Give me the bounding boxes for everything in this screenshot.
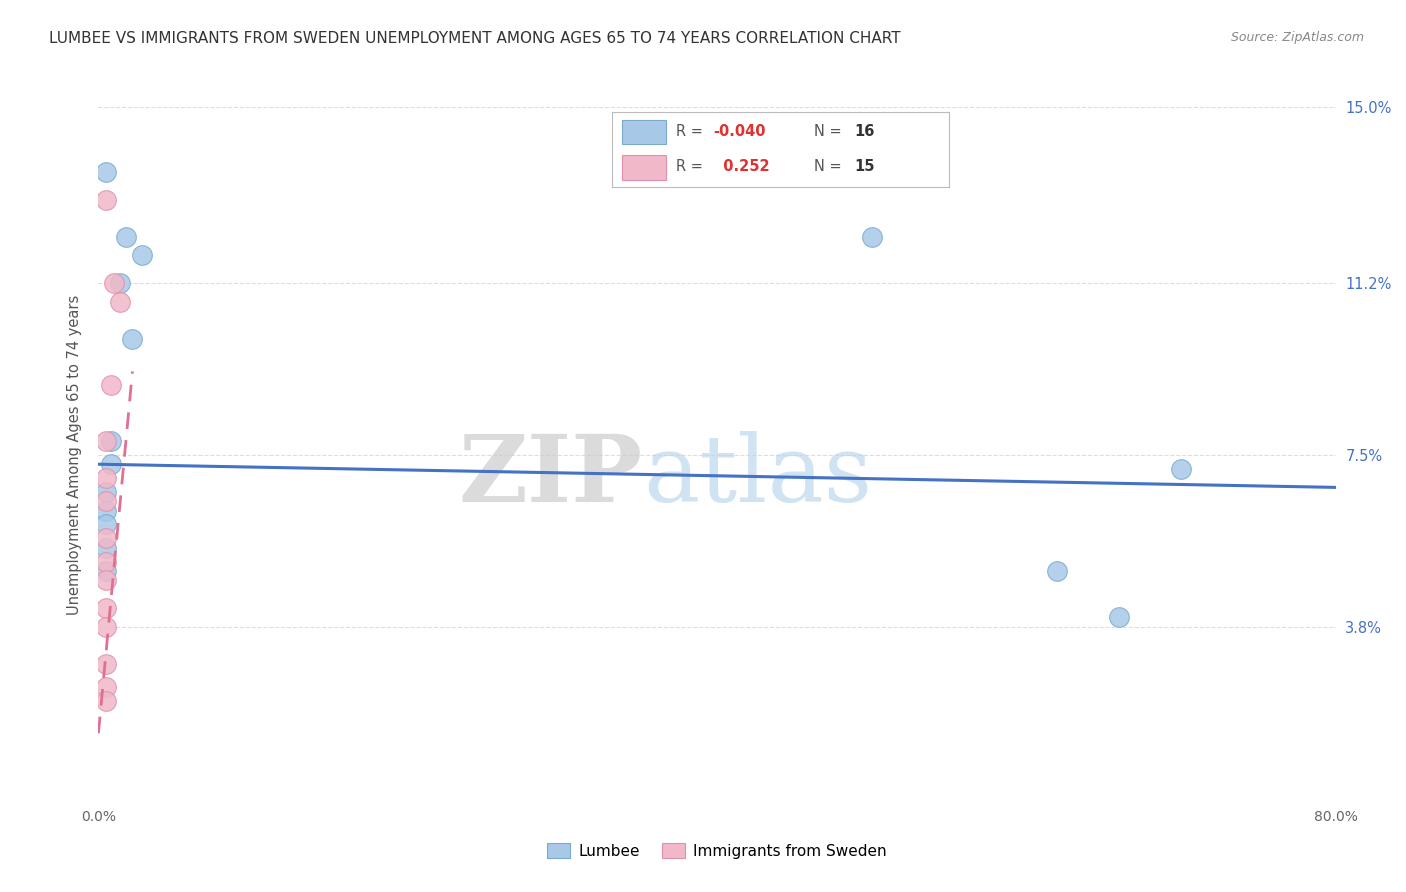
Y-axis label: Unemployment Among Ages 65 to 74 years: Unemployment Among Ages 65 to 74 years (67, 294, 83, 615)
Point (1046, 564, 1069, 578)
Text: N =: N = (814, 125, 842, 139)
Point (96, 193, 118, 207)
Text: R =: R = (676, 125, 703, 139)
Text: -0.040: -0.040 (713, 125, 765, 139)
Text: atlas: atlas (643, 431, 872, 521)
Bar (621, 155, 665, 179)
Point (860, 230, 883, 244)
Bar (621, 120, 665, 145)
Text: N =: N = (814, 160, 842, 174)
Point (103, 277, 125, 291)
Point (1170, 462, 1192, 476)
Point (96, 494, 118, 508)
Point (100, 378, 122, 392)
Point (100, 457, 122, 471)
Point (96, 564, 118, 578)
Point (108, 294, 131, 309)
Point (96, 517, 118, 532)
Point (96, 694, 118, 708)
Point (96, 619, 118, 633)
Point (100, 434, 122, 448)
Point (96, 680, 118, 694)
Point (96, 165, 118, 179)
Text: ZIP: ZIP (458, 431, 643, 521)
Point (115, 230, 138, 244)
Point (96, 573, 118, 587)
Point (96, 657, 118, 671)
Point (96, 485, 118, 500)
Legend: Lumbee, Immigrants from Sweden: Lumbee, Immigrants from Sweden (541, 837, 893, 864)
Point (121, 332, 143, 346)
Point (108, 277, 131, 291)
Text: R =: R = (676, 160, 703, 174)
Text: 15: 15 (855, 160, 875, 174)
Text: 0.252: 0.252 (713, 160, 769, 174)
Point (131, 248, 153, 262)
Point (96, 532, 118, 546)
Text: LUMBEE VS IMMIGRANTS FROM SWEDEN UNEMPLOYMENT AMONG AGES 65 TO 74 YEARS CORRELAT: LUMBEE VS IMMIGRANTS FROM SWEDEN UNEMPLO… (49, 31, 901, 46)
Point (96, 471, 118, 485)
Point (96, 503, 118, 517)
Point (96, 555, 118, 569)
Point (96, 541, 118, 555)
Text: Source: ZipAtlas.com: Source: ZipAtlas.com (1230, 31, 1364, 45)
Text: 16: 16 (855, 125, 875, 139)
Point (96, 434, 118, 448)
Point (96, 601, 118, 615)
Point (1108, 610, 1130, 624)
